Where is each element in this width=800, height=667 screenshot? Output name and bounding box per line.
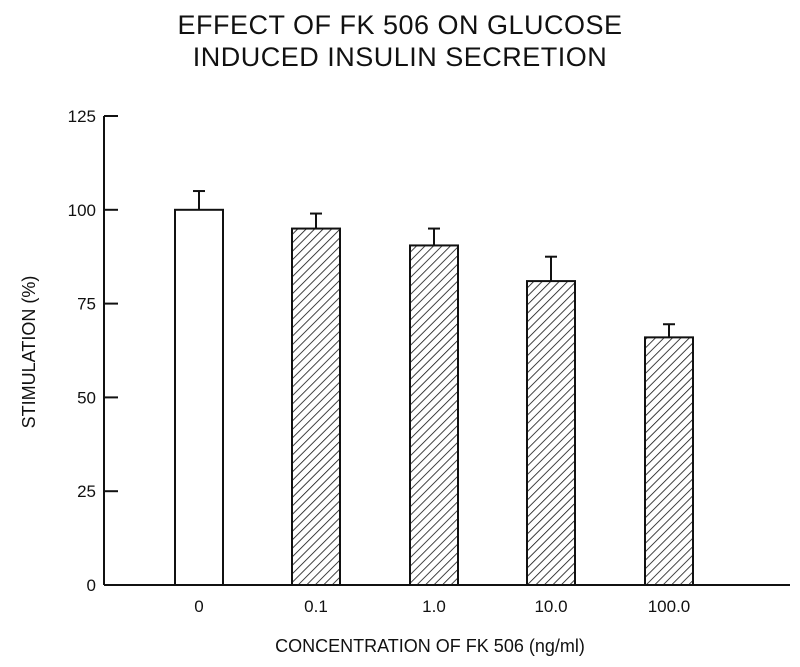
x-tick-label-0: 0 xyxy=(194,597,203,616)
y-tick-label-25: 25 xyxy=(77,482,96,501)
y-tick-label-125: 125 xyxy=(68,107,96,126)
bar-0 xyxy=(174,208,224,587)
x-axis-title: CONCENTRATION OF FK 506 (ng/ml) xyxy=(275,636,585,656)
y-tick-label-75: 75 xyxy=(77,295,96,314)
x-tick-label-0.1: 0.1 xyxy=(304,597,328,616)
bar-1.0 xyxy=(409,244,459,586)
y-tick-label-50: 50 xyxy=(77,388,96,407)
x-tick-label-1.0: 1.0 xyxy=(422,597,446,616)
y-tick-label-0: 0 xyxy=(87,576,96,595)
bars xyxy=(174,190,694,587)
x-tick-label-100.0: 100.0 xyxy=(648,597,691,616)
x-tick-label-10.0: 10.0 xyxy=(534,597,567,616)
y-axis-title: STIMULATION (%) xyxy=(19,276,39,429)
y-tick-label-100: 100 xyxy=(68,201,96,220)
chart-title-line-1: EFFECT OF FK 506 ON GLUCOSE xyxy=(177,10,623,40)
axis-labels: 0 25 50 75 100 125 0 0.1 1.0 10.0 100.0 CONCENTRATI… xyxy=(19,107,690,656)
bar-10.0 xyxy=(526,280,576,586)
bar-100.0 xyxy=(644,336,694,587)
chart-title-line-2: INDUCED INSULIN SECRETION xyxy=(192,42,608,72)
bar-0.1 xyxy=(291,227,341,586)
